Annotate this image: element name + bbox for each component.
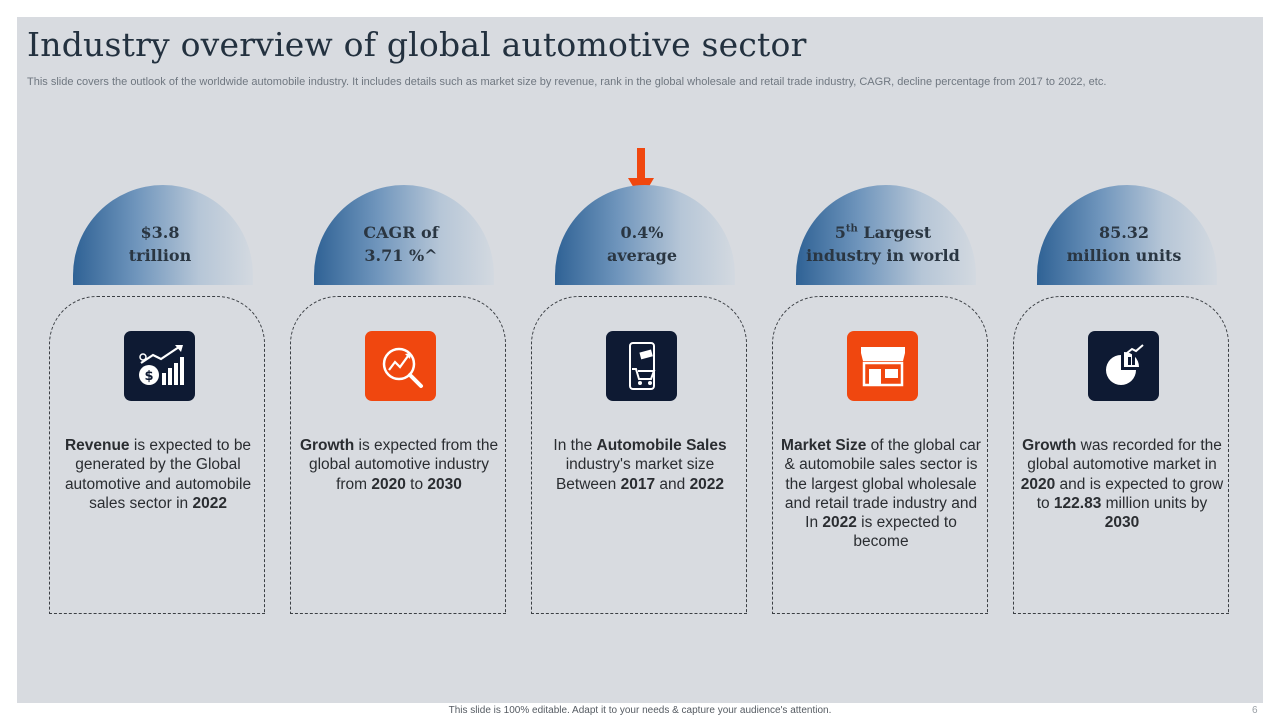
stat-line-2: trillion	[128, 246, 192, 265]
page-title: Industry overview of global automotive s…	[27, 25, 807, 64]
card-description: Growth was recorded for the global autom…	[1020, 436, 1224, 532]
desc-highlight: Growth	[1022, 437, 1077, 454]
desc-text: to	[405, 475, 428, 493]
stat-line-2: average	[606, 246, 677, 265]
storefront-icon	[860, 347, 905, 387]
mobile-shopping-cart-icon	[628, 342, 655, 390]
card-description: Revenue is expected to be generated by t…	[56, 436, 260, 513]
stat-line-1: 0.4%	[620, 223, 664, 242]
desc-text: In the	[553, 437, 597, 454]
stat-line-2: industry in world	[806, 246, 960, 265]
desc-highlight: 2020	[1020, 475, 1056, 493]
icon-tile	[365, 331, 436, 401]
desc-text: is expected to be generated by the Globa…	[64, 437, 252, 512]
info-card: Growth is expected from the global autom…	[290, 296, 506, 614]
desc-text: is expected from the global automotive i…	[308, 437, 499, 493]
stat-value: CAGR of 3.71 %^	[290, 221, 512, 267]
stat-column-units: 85.32 million units Growth was recorded …	[1013, 185, 1231, 637]
stat-value: 85.32 million units	[1013, 221, 1235, 267]
desc-highlight: Growth	[299, 437, 355, 454]
stat-line-1: 5th Largest	[772, 221, 994, 244]
desc-highlight: 2020	[371, 475, 406, 493]
icon-tile	[606, 331, 677, 401]
stat-line-1: 85.32	[1098, 223, 1150, 242]
desc-highlight: 2022	[192, 494, 227, 512]
stat-line-1: $3.8	[140, 223, 180, 242]
desc-text: and is expected to grow to	[1036, 475, 1224, 512]
stat-value: $3.8 trillion	[49, 221, 271, 267]
desc-text: of the global car & automobile sales sec…	[784, 437, 981, 532]
desc-highlight: Market Size	[781, 437, 867, 454]
stat-line-2: million units	[1066, 246, 1182, 265]
desc-text: million units by	[1101, 494, 1208, 512]
slide-canvas: Industry overview of global automotive s…	[17, 17, 1263, 703]
desc-highlight: 2030	[427, 475, 462, 493]
desc-highlight: Revenue	[64, 437, 130, 454]
desc-highlight: 2022	[689, 475, 725, 493]
stat-column-decline: 0.4% average In the Automobile Sales ind…	[531, 185, 749, 637]
desc-highlight: Automobile Sales	[596, 437, 727, 454]
info-card: $ Revenue is expected to be generated by…	[49, 296, 265, 614]
desc-highlight: 2022	[822, 514, 857, 532]
pie-bar-chart-icon	[1105, 344, 1144, 385]
revenue-growth-icon: $	[138, 345, 184, 385]
page-number: 6	[1252, 705, 1258, 716]
desc-text: and	[655, 475, 690, 493]
stat-column-rank: 5th Largest industry in world Market Siz…	[772, 185, 990, 637]
desc-highlight: 122.83	[1053, 494, 1102, 512]
icon-tile	[847, 331, 918, 401]
rank-label: Largest	[857, 223, 932, 242]
stat-value: 0.4% average	[531, 221, 753, 267]
card-description: Market Size of the global car & automobi…	[779, 436, 983, 552]
rank-number: 5	[834, 223, 846, 242]
info-card: In the Automobile Sales industry's marke…	[531, 296, 747, 614]
stat-column-cagr: CAGR of 3.71 %^ Growth is expected from …	[290, 185, 508, 637]
card-description: In the Automobile Sales industry's marke…	[538, 436, 742, 494]
info-card: Market Size of the global car & automobi…	[772, 296, 988, 614]
icon-tile: $	[124, 331, 195, 401]
desc-text: industry's market size Between	[555, 456, 715, 493]
desc-highlight: 2030	[1104, 514, 1140, 532]
info-card: Growth was recorded for the global autom…	[1013, 296, 1229, 614]
growth-analysis-icon	[382, 347, 423, 388]
desc-highlight: 2017	[620, 475, 656, 493]
desc-text: is expected to become	[853, 514, 957, 551]
stat-line-1: CAGR of	[363, 223, 439, 242]
stat-line-2: 3.71 %^	[364, 246, 438, 265]
svg-text:$: $	[144, 369, 153, 384]
card-description: Growth is expected from the global autom…	[297, 436, 501, 494]
icon-tile	[1088, 331, 1159, 401]
desc-text: was recorded for the global automotive m…	[1027, 437, 1222, 474]
page-subtitle: This slide covers the outlook of the wor…	[27, 76, 1107, 88]
stat-column-revenue: $3.8 trillion $ Revenue is expected to b…	[49, 185, 267, 637]
stat-value: 5th Largest industry in world	[772, 221, 994, 267]
footer-note: This slide is 100% editable. Adapt it to…	[448, 705, 832, 716]
rank-ordinal: th	[845, 223, 858, 235]
